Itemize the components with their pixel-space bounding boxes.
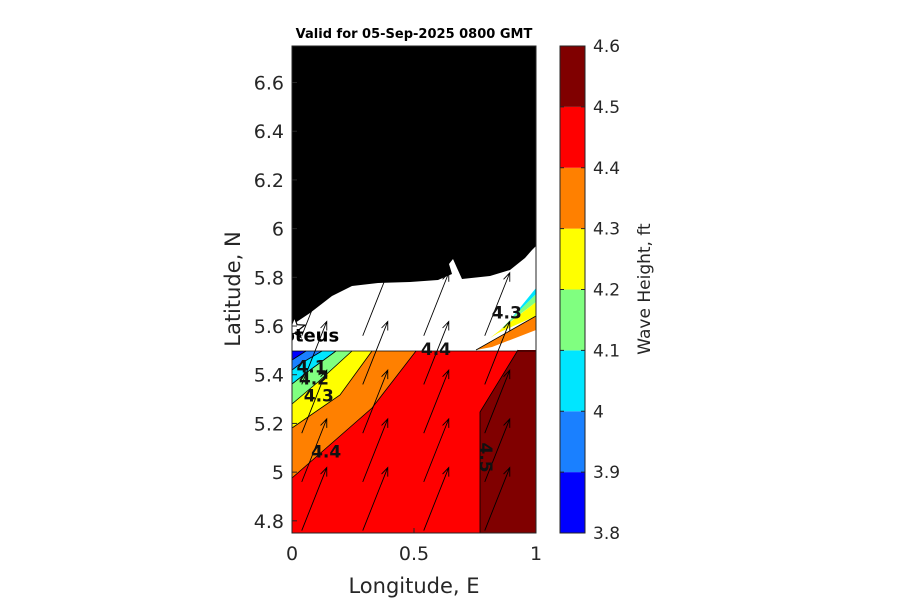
wave-direction-arrows	[301, 271, 511, 531]
colorbar-tick-label: 4.6	[593, 37, 620, 57]
y-tick-label: 5.8	[254, 267, 284, 289]
colorbar: 3.8 3.9 4 4.1 4.2 4.3 4.4 4.5 4.6	[559, 37, 620, 544]
contour-label: 4.4	[311, 443, 341, 463]
wave-arrow	[362, 417, 389, 483]
wave-arrow	[484, 466, 511, 531]
colorbar-tick-label: 4.3	[593, 220, 620, 240]
band-nearshore-4-2	[490, 302, 536, 338]
y-tick-label: 5.4	[254, 365, 284, 387]
wave-arrow	[484, 369, 511, 434]
wave-arrow	[423, 271, 450, 336]
wave-arrow	[484, 271, 511, 336]
wave-arrow	[301, 466, 328, 531]
y-tick-label: 6.4	[254, 121, 284, 143]
chart-title: Valid for 05-Sep-2025 0800 GMT	[296, 27, 533, 42]
colorbar-tick-label: 4.4	[593, 159, 620, 179]
contour-label: 4.4	[421, 340, 451, 360]
station-marker: Proteus	[260, 315, 339, 346]
wave-arrow	[423, 417, 450, 483]
wave-arrow	[362, 320, 389, 385]
band-4-4-to-4-5	[292, 351, 536, 533]
station-label: Proteus	[260, 325, 339, 346]
colorbar-segment	[560, 106, 585, 168]
colorbar-segment	[560, 350, 585, 412]
colorbar-tick-label: 3.8	[593, 524, 620, 544]
contour-line-4-5	[479, 349, 519, 533]
band-4-5-to-4-6	[480, 350, 536, 533]
colorbar-tick-label: 4.2	[593, 281, 620, 301]
wave-arrow	[301, 320, 328, 385]
wave-arrow	[301, 369, 328, 434]
band-nearshore-4-0	[510, 288, 536, 320]
land-mass	[292, 246, 536, 351]
x-axis: 0 0.5 1	[286, 528, 542, 565]
contour-label: 4.2	[299, 369, 329, 389]
colorbar-tick-label: 4.5	[593, 98, 620, 118]
y-tick-label: 6.2	[254, 170, 284, 192]
x-axis-label: Longitude, E	[348, 574, 479, 598]
colorbar-tick-label: 4	[593, 402, 604, 422]
contour-line-4-0-left	[292, 350, 323, 371]
wave-arrow	[423, 369, 450, 434]
x-tick-label: 1	[530, 543, 542, 565]
colorbar-segment	[560, 472, 585, 533]
wave-arrow	[362, 369, 389, 434]
colorbar-segment	[560, 411, 585, 473]
colorbar-label: Wave Height, ft	[635, 223, 655, 355]
y-tick-label: 4.8	[254, 511, 284, 533]
contour-label: 4.3	[304, 387, 334, 407]
contour-label: 4.1	[296, 357, 326, 377]
wave-arrow	[301, 271, 328, 336]
y-tick-label: 5	[272, 462, 284, 484]
colorbar-segment	[560, 167, 585, 229]
plot-area: 4.14.24.34.44.44.34.5 Proteus	[260, 46, 536, 533]
x-tick-label: 0.5	[399, 543, 429, 565]
contour-line-4-2-left	[292, 350, 353, 405]
star-icon	[292, 315, 307, 339]
y-tick-label: 6	[272, 219, 284, 241]
y-tick-label: 6.6	[254, 73, 284, 95]
wave-arrow	[484, 417, 511, 483]
wave-arrow	[362, 271, 389, 336]
wave-arrow	[301, 417, 328, 483]
colorbar-tick-label: 4.1	[593, 341, 620, 361]
colorbar-tick-label: 3.9	[593, 463, 620, 483]
colorbar-segment	[560, 228, 585, 290]
wave-arrow	[484, 320, 511, 385]
colorbar-segment	[560, 289, 585, 351]
wave-arrow	[362, 466, 389, 531]
x-tick-label: 0	[286, 543, 298, 565]
contour-line-3-9-left	[292, 350, 307, 361]
contour-line-4-4	[292, 350, 417, 479]
contour-labels: 4.14.24.34.44.44.34.5	[296, 304, 521, 473]
band-3-9-to-4-0	[292, 351, 322, 370]
y-axis: 4.8 5 5.2 5.4 5.6 5.8 6 6.2 6.4 6.6	[254, 73, 297, 533]
wave-arrow	[423, 320, 450, 385]
wave-arrow	[423, 466, 450, 531]
y-tick-label: 5.2	[254, 413, 284, 435]
contour-line-nearshore	[475, 315, 536, 351]
y-tick-label: 5.6	[254, 316, 284, 338]
y-axis-label: Latitude, N	[221, 231, 245, 347]
colorbar-segment	[560, 46, 585, 107]
contour-label: 4.5	[475, 442, 495, 472]
contour-label: 4.3	[492, 304, 522, 324]
